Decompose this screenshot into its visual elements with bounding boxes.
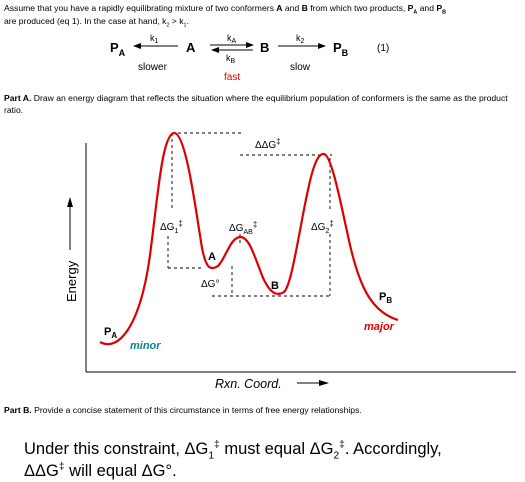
scheme-B: B	[260, 40, 269, 55]
answer-t2: must equal ΔG	[219, 440, 334, 458]
intro-and-2: and	[417, 3, 437, 13]
energy-curve	[99, 131, 399, 346]
scheme-PA: PA	[110, 40, 126, 58]
answer-x2: ‡	[339, 439, 345, 451]
label-fast: fast	[224, 72, 240, 83]
answer-s1: 1	[208, 450, 215, 462]
k1-sub: 1	[183, 22, 187, 29]
answer-t4: ΔΔG	[24, 462, 59, 480]
label-dG1: ΔG1‡	[160, 219, 183, 235]
product-PB: PB	[436, 3, 446, 16]
answer-t5: will equal ΔG°.	[64, 462, 177, 480]
answer-x4: ‡	[58, 461, 65, 473]
label-A: A	[208, 251, 216, 263]
energy-diagram: Energy Rxn. Coord. ΔG1‡ ΔGAB‡ ΔG2‡ ΔΔG‡ …	[64, 131, 516, 391]
part-b-label: Part B.	[4, 405, 32, 415]
label-major: major	[364, 321, 395, 333]
label-dG0: ΔG°	[201, 279, 219, 290]
intro-end: .	[186, 16, 189, 26]
x-axis-label: Rxn. Coord.	[215, 377, 282, 391]
part-a-label: Part A.	[4, 93, 32, 103]
y-axis-label: Energy	[64, 260, 79, 302]
label-minor: minor	[130, 340, 161, 352]
label-PA: PA	[104, 326, 117, 340]
label-dG2: ΔG2‡	[311, 219, 334, 235]
label-k2: k2	[296, 33, 305, 45]
label-B: B	[271, 280, 279, 292]
part-a-paragraph: Part A. Draw an energy diagram that refl…	[4, 92, 520, 116]
equation-number: (1)	[377, 43, 389, 54]
label-PB: PB	[379, 291, 392, 305]
k2-sub: 2	[166, 22, 170, 29]
conformer-A: A	[276, 3, 283, 13]
answer-text: Under this constraint, ΔG1‡ must equal Δ…	[24, 438, 514, 482]
scheme-A: A	[186, 40, 196, 55]
intro-gt: > k	[169, 16, 184, 26]
intro-line-2: are produced (eq 1). In the case at hand…	[4, 16, 167, 26]
intro-paragraph: Assume that you have a rapidly equilibra…	[4, 2, 520, 28]
label-k1: k1	[150, 33, 159, 45]
answer-x1: ‡	[214, 439, 220, 451]
part-b-paragraph: Part B. Provide a concise statement of t…	[4, 404, 520, 416]
label-slower: slower	[138, 62, 168, 73]
part-b-text: Provide a concise statement of this circ…	[31, 405, 362, 415]
label-ddG: ΔΔG‡	[255, 137, 281, 151]
part-a-text: Draw an energy diagram that reflects the…	[4, 93, 508, 115]
intro-and: and	[282, 3, 302, 13]
label-slow: slow	[290, 62, 311, 73]
label-kA: kA	[227, 33, 237, 45]
answer-s2: 2	[333, 450, 340, 462]
conformer-B: B	[301, 3, 308, 13]
intro-text: Assume that you have a rapidly equilibra…	[4, 3, 277, 13]
label-kB: kB	[226, 53, 236, 65]
product-PA: PA	[407, 3, 418, 16]
answer-t1: Under this constraint, ΔG	[24, 440, 209, 458]
label-dGAB: ΔGAB‡	[229, 220, 257, 236]
intro-text-2: from which two products,	[307, 3, 408, 13]
answer-t3: . Accordingly,	[344, 440, 442, 458]
scheme-PB: PB	[333, 40, 349, 58]
